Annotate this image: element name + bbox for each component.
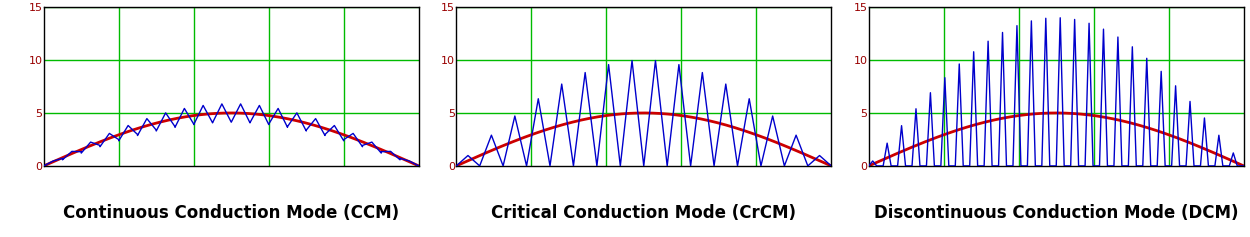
- Text: Discontinuous Conduction Mode (DCM): Discontinuous Conduction Mode (DCM): [874, 204, 1239, 222]
- Text: Critical Conduction Mode (CrCM): Critical Conduction Mode (CrCM): [491, 204, 796, 222]
- Text: Continuous Conduction Mode (CCM): Continuous Conduction Mode (CCM): [64, 204, 399, 222]
